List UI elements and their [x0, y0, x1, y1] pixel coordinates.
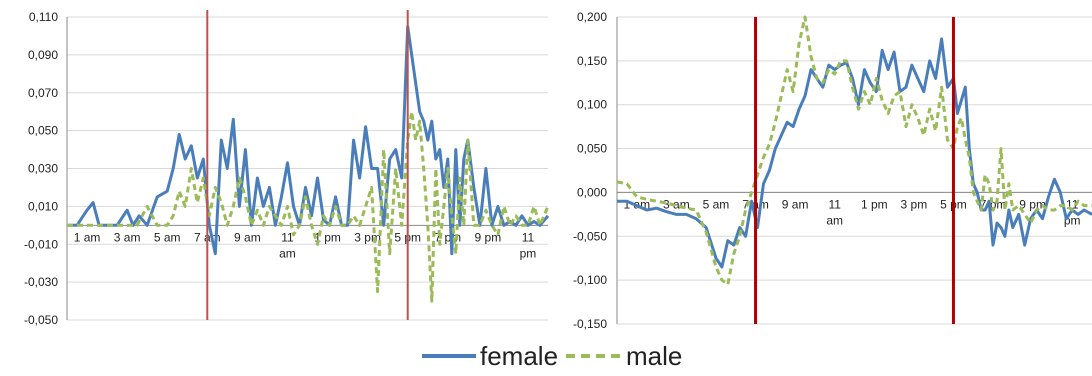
x-tick-label: am: [279, 246, 296, 260]
x-tick-label: 9 pm: [1019, 197, 1046, 211]
series-line-male: [616, 15, 1092, 286]
y-tick-label: -0,050: [24, 313, 58, 327]
x-tick-label: 11: [522, 230, 535, 244]
y-tick-label: 0,070: [28, 86, 58, 100]
legend-male-label: male: [626, 341, 682, 371]
x-tick-label: 3 am: [114, 230, 141, 244]
x-tick-label: 9 am: [234, 230, 261, 244]
series-line-male: [67, 110, 550, 303]
y-tick-label: -0,050: [573, 229, 607, 243]
y-tick-label: 0,050: [28, 124, 58, 138]
y-tick-label: -0,100: [573, 273, 607, 287]
y-tick-label: 0,030: [28, 162, 58, 176]
x-tick-label: pm: [520, 246, 537, 260]
y-tick-label: -0,030: [24, 275, 58, 289]
legend-female-label: female: [480, 341, 558, 371]
y-tick-label: 0,200: [577, 10, 607, 24]
x-tick-label: 9 am: [782, 197, 809, 211]
x-tick-label: 9 pm: [475, 230, 502, 244]
x-tick-label: 3 am: [663, 197, 690, 211]
x-tick-label: 5 am: [154, 230, 181, 244]
x-tick-label: 3 pm: [901, 197, 928, 211]
x-tick-label: 11: [828, 197, 841, 211]
y-tick-label: -0,150: [573, 317, 607, 331]
series-line-female: [67, 25, 550, 256]
chart-right: 0,200 0,150 0,100 0,050 0,000 -0,050 -0,100 -0,…: [573, 10, 1092, 331]
y-tick-label: 0,150: [577, 54, 607, 68]
x-tick-label: 3 pm: [354, 230, 381, 244]
x-tick-label: 5 am: [703, 197, 730, 211]
y-tick-label: 0,090: [28, 48, 58, 62]
y-tick-label: 0,000: [577, 185, 607, 199]
y-tick-label: 0,050: [577, 142, 607, 156]
x-tick-label: 1 am: [74, 230, 101, 244]
y-tick-label: 0,110: [29, 10, 58, 24]
y-tick-label: 0,100: [577, 98, 607, 112]
series-line-female: [617, 37, 1092, 269]
chart-left: 0,110 0,090 0,070 0,050 0,030 0,010 -0,010 -0,0…: [24, 10, 550, 327]
y-tick-label: -0,010: [24, 237, 58, 251]
legend: female male: [422, 341, 682, 371]
x-tick-label: 11: [281, 230, 294, 244]
x-tick-label: 1 pm: [861, 197, 888, 211]
x-tick-label: am: [826, 213, 843, 227]
y-tick-label: 0,010: [28, 199, 58, 213]
